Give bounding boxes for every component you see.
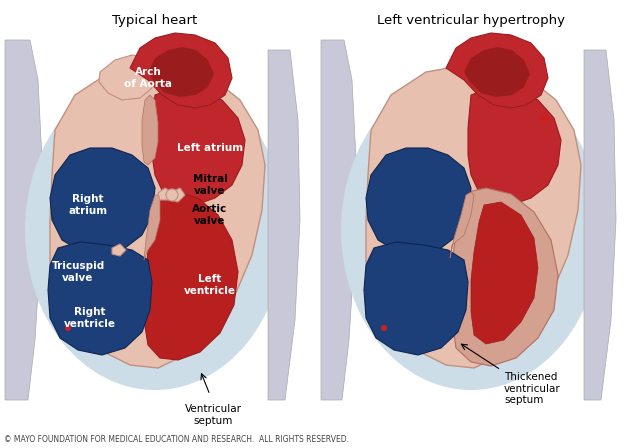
Text: Left atrium: Left atrium bbox=[177, 143, 243, 153]
Polygon shape bbox=[366, 148, 471, 255]
Polygon shape bbox=[152, 88, 245, 205]
Circle shape bbox=[540, 114, 548, 122]
Polygon shape bbox=[5, 40, 42, 400]
Polygon shape bbox=[148, 47, 214, 97]
Polygon shape bbox=[468, 88, 561, 205]
Polygon shape bbox=[366, 65, 581, 368]
Circle shape bbox=[65, 325, 71, 331]
Polygon shape bbox=[99, 55, 155, 100]
Text: Arch
of Aorta: Arch of Aorta bbox=[124, 67, 172, 89]
Text: Left
ventricle: Left ventricle bbox=[184, 274, 236, 296]
Polygon shape bbox=[471, 202, 538, 344]
Polygon shape bbox=[364, 242, 468, 355]
Text: Right
atrium: Right atrium bbox=[68, 194, 107, 216]
Text: Typical heart: Typical heart bbox=[112, 14, 198, 27]
Text: Mitral
valve: Mitral valve bbox=[193, 174, 228, 196]
Polygon shape bbox=[158, 188, 172, 200]
Ellipse shape bbox=[25, 70, 285, 390]
Polygon shape bbox=[452, 188, 558, 366]
Polygon shape bbox=[170, 188, 185, 202]
Text: Thickened
ventricular
septum: Thickened ventricular septum bbox=[504, 372, 561, 405]
Polygon shape bbox=[142, 95, 158, 165]
Polygon shape bbox=[268, 50, 300, 400]
Polygon shape bbox=[450, 192, 474, 258]
Text: Right
ventricle: Right ventricle bbox=[64, 307, 116, 329]
Polygon shape bbox=[112, 244, 126, 256]
Polygon shape bbox=[446, 33, 548, 108]
Polygon shape bbox=[321, 40, 356, 400]
Polygon shape bbox=[50, 65, 265, 368]
Polygon shape bbox=[48, 242, 152, 355]
Text: © MAYO FOUNDATION FOR MEDICAL EDUCATION AND RESEARCH.  ALL RIGHTS RESERVED.: © MAYO FOUNDATION FOR MEDICAL EDUCATION … bbox=[4, 435, 349, 444]
Circle shape bbox=[381, 325, 387, 331]
Polygon shape bbox=[144, 192, 238, 360]
Text: Left ventricular hypertrophy: Left ventricular hypertrophy bbox=[377, 14, 565, 27]
Polygon shape bbox=[144, 195, 160, 260]
Ellipse shape bbox=[341, 70, 601, 390]
Polygon shape bbox=[50, 148, 155, 255]
Text: Tricuspid
valve: Tricuspid valve bbox=[51, 261, 105, 283]
Circle shape bbox=[166, 189, 178, 201]
Polygon shape bbox=[464, 47, 530, 97]
Polygon shape bbox=[584, 50, 616, 400]
Text: Aortic
valve: Aortic valve bbox=[192, 204, 228, 226]
Polygon shape bbox=[130, 33, 232, 108]
Text: Ventricular
septum: Ventricular septum bbox=[185, 404, 241, 426]
